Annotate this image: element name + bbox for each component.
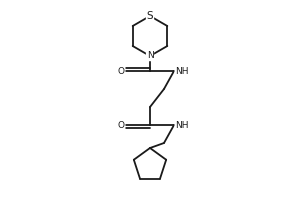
- Text: N: N: [147, 51, 153, 60]
- Text: O: O: [118, 120, 124, 130]
- Text: NH: NH: [175, 66, 189, 75]
- Text: S: S: [147, 11, 153, 21]
- Text: NH: NH: [175, 120, 189, 130]
- Text: O: O: [118, 66, 124, 75]
